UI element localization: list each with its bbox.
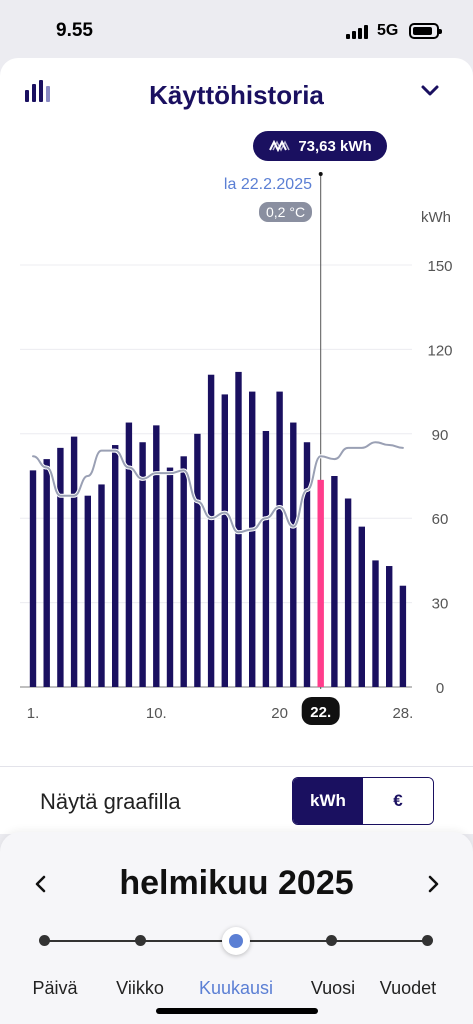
bar — [125, 422, 133, 687]
network-type: 5G — [377, 22, 399, 39]
bar — [358, 526, 365, 687]
bar — [290, 422, 297, 687]
bar — [344, 498, 352, 687]
bar — [43, 459, 50, 687]
selected-value-badge: 73,63 kWh — [253, 131, 387, 161]
status-time: 9.55 — [56, 20, 93, 41]
y-tick-label: 30 — [432, 596, 449, 613]
bar — [317, 479, 324, 687]
page-title: Käyttöhistoria — [149, 80, 324, 110]
chevron-left-icon[interactable] — [33, 874, 47, 894]
bar — [235, 371, 242, 687]
usage-chart-svg[interactable]: 150 120 90 60 30 0 kWh 1. 10. 20 28. 22. — [0, 58, 473, 758]
bar — [153, 425, 160, 687]
usage-chart[interactable]: 150 120 90 60 30 0 kWh 1. 10. 20 28. 22. — [0, 58, 473, 758]
selected-temperature: 0,2 °C — [259, 202, 313, 222]
y-tick-label: 90 — [432, 427, 449, 444]
period-stop-paiva[interactable] — [39, 935, 50, 946]
toggle-label: Näytä graafilla — [40, 789, 181, 814]
selected-day-label: 22. — [310, 704, 331, 721]
bar — [262, 430, 270, 687]
y-axis-unit: kWh — [421, 209, 451, 226]
y-tick-label: 60 — [432, 511, 449, 528]
euro-option[interactable]: € — [363, 778, 433, 824]
chevron-down-icon[interactable] — [420, 84, 440, 98]
bar — [194, 433, 201, 687]
y-tick-label: 0 — [436, 680, 444, 697]
bar — [180, 456, 187, 687]
kwh-option[interactable]: kWh — [293, 778, 363, 824]
bar — [166, 467, 174, 687]
bar — [372, 560, 379, 687]
bar — [70, 436, 78, 687]
bar — [303, 442, 311, 687]
bar — [139, 442, 146, 687]
bar — [249, 391, 256, 687]
home-indicator — [156, 1008, 318, 1014]
selection-marker — [318, 172, 323, 176]
bar-chart-icon[interactable] — [25, 78, 51, 102]
bar — [29, 470, 37, 687]
period-option-vuosi[interactable]: Vuosi — [310, 978, 356, 998]
period-stop-vuodet[interactable] — [422, 935, 433, 946]
y-tick-label: 120 — [427, 342, 452, 359]
bar — [112, 445, 119, 687]
bar — [331, 476, 338, 687]
selected-value: 73,63 kWh — [298, 137, 372, 155]
period-option-vuodet[interactable]: Vuodet — [379, 978, 437, 998]
period-title: helmikuu 2025 — [119, 864, 354, 902]
bar — [221, 394, 228, 687]
period-stop-viikko[interactable] — [135, 935, 146, 946]
signal-icon — [346, 25, 368, 39]
y-tick-label: 150 — [427, 258, 452, 275]
temperature-line — [32, 441, 404, 534]
radiator-icon — [269, 140, 290, 152]
period-option-kuukausi[interactable]: Kuukausi — [198, 978, 274, 998]
selected-day-badge — [301, 697, 340, 725]
bar — [207, 374, 215, 687]
unit-segmented-control: kWh € — [292, 777, 434, 825]
bar — [98, 484, 105, 687]
bar — [57, 447, 64, 687]
bar — [386, 566, 393, 687]
battery-icon — [409, 23, 442, 39]
x-tick-label: 28. — [392, 705, 413, 722]
period-option-viikko[interactable]: Viikko — [116, 978, 164, 998]
x-tick-label: 10. — [146, 705, 167, 722]
period-option-paiva[interactable]: Päivä — [32, 978, 78, 998]
period-sheet: helmikuu 2025 Päivä Viikko Kuukausi Vuos… — [0, 832, 473, 1024]
bar — [84, 495, 91, 687]
status-bar: 9.55 5G — [0, 0, 473, 60]
x-tick-label: 20 — [271, 705, 288, 722]
chevron-right-icon[interactable] — [427, 874, 441, 894]
selected-date: la 22.2.2025 — [223, 176, 312, 193]
x-tick-label: 1. — [27, 705, 40, 722]
bar — [399, 585, 407, 687]
unit-toggle-row: Näytä graafilla kWh € — [0, 766, 473, 834]
period-stop-vuosi[interactable] — [326, 935, 337, 946]
bar — [276, 391, 283, 687]
period-slider-handle[interactable] — [222, 927, 250, 955]
